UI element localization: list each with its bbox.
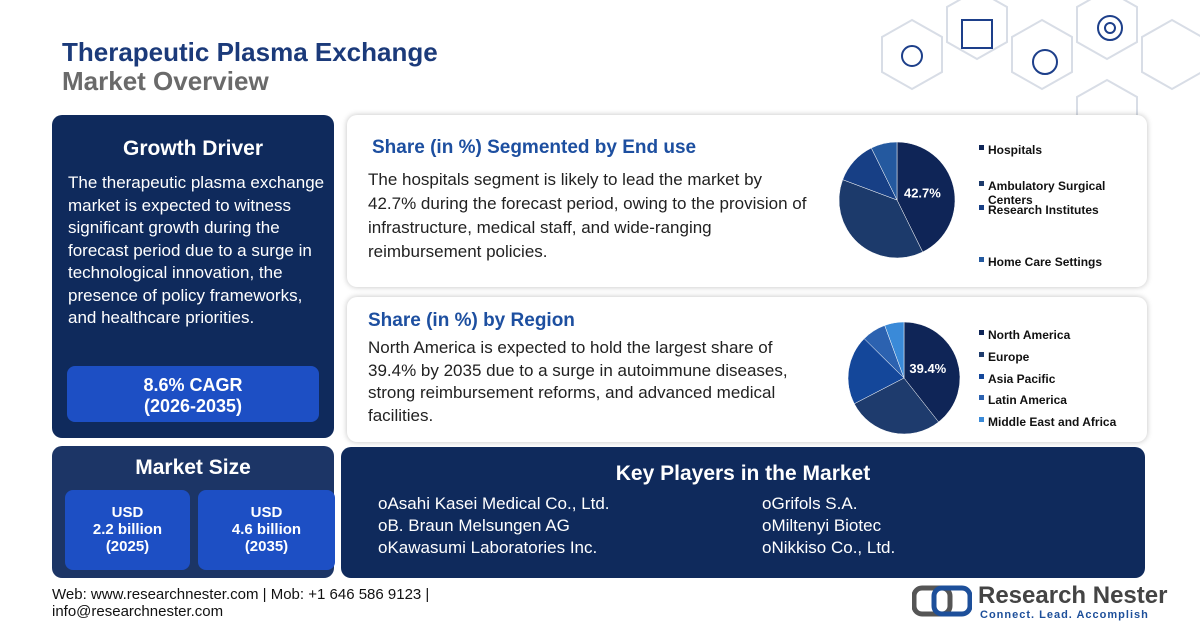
growth-driver-panel: Growth Driver The therapeutic plasma exc… (52, 115, 334, 438)
legend-label: Asia Pacific (988, 372, 1056, 386)
market-size-value: 2.2 billion (92, 521, 163, 538)
legend-item: North America (979, 328, 1128, 342)
legend-label: Hospitals (988, 143, 1043, 157)
card-text: North America is expected to hold the la… (368, 338, 788, 425)
legend-swatch (979, 181, 984, 186)
legend-label: Research Institutes (988, 203, 1099, 217)
panel-title: Growth Driver (122, 137, 264, 160)
panel-title: Market Size (135, 456, 251, 479)
card-title: Share (in %) Segmented by End use (372, 137, 697, 158)
bullet: o (378, 494, 388, 513)
phone: Mob: +1 646 586 9123 (270, 586, 422, 603)
subtitle: Market Overview (62, 66, 269, 96)
region-card: Share (in %) by Region North America is … (347, 297, 1147, 442)
legend-swatch (979, 205, 984, 210)
market-size-currency: USD (111, 504, 144, 521)
email: info@researchnester.com (52, 603, 224, 620)
player-name: Grifols S.A. (771, 494, 858, 513)
player: oNikkiso Co., Ltd. (762, 538, 895, 558)
player-name: Asahi Kasei Medical Co., Ltd. (387, 494, 610, 513)
player: oGrifols S.A. (762, 494, 857, 514)
player-name: Miltenyi Biotec (771, 516, 882, 535)
market-size-value: 4.6 billion (231, 521, 302, 538)
logo-icon (912, 585, 972, 617)
legend-swatch (979, 395, 984, 400)
legend-item: Asia Pacific (979, 372, 1128, 386)
legend-item: Europe (979, 350, 1128, 364)
bullet: o (378, 538, 388, 557)
cagr: 8.6% CAGR (143, 375, 243, 395)
bullet: o (378, 516, 388, 535)
legend-item: Hospitals (979, 143, 1128, 157)
bullet: o (762, 516, 772, 535)
bullet: o (762, 538, 772, 557)
player-name: B. Braun Melsungen AG (387, 516, 570, 535)
market-size-year: (2035) (244, 538, 289, 555)
legend-label: Home Care Settings (988, 255, 1103, 269)
legend-label: Ambulatory Surgical Centers (988, 179, 1106, 207)
cagr-period: (2026-2035) (143, 396, 243, 416)
player-name: Kawasumi Laboratories Inc. (387, 538, 598, 557)
market-size-box: USD 2.2 billion (2025) (65, 490, 190, 570)
market-size-year: (2025) (105, 538, 150, 555)
market-size-panel: Market Size USD 2.2 billion (2025) USD 4.6 b… (52, 446, 335, 578)
legend-item: Home Care Settings (979, 255, 1128, 269)
panel-text: The therapeutic plasma exchange market i… (68, 173, 325, 327)
legend-item: Middle East and Africa (979, 415, 1128, 429)
legend-swatch (979, 417, 984, 422)
player: oAsahi Kasei Medical Co., Ltd. (378, 494, 610, 514)
market-size-currency: USD (250, 504, 283, 521)
legend-swatch (979, 352, 984, 357)
logo-name: Research Nester (978, 582, 1168, 609)
card-title: Share (in %) by Region (368, 310, 575, 331)
title: Therapeutic Plasma Exchange (62, 37, 438, 67)
legend-swatch (979, 145, 984, 150)
logo-tagline: Connect. Lead. Accomplish (980, 609, 1149, 621)
legend-label: Europe (988, 350, 1030, 364)
key-players-panel: Key Players in the Market oAsahi Kasei M… (341, 447, 1145, 578)
legend-swatch (979, 330, 984, 335)
market-size-box: USD 4.6 billion (2035) (198, 490, 335, 570)
player: oB. Braun Melsungen AG (378, 516, 570, 536)
panel-title: Key Players in the Market (615, 462, 871, 485)
end-use-card: Share (in %) Segmented by End use The ho… (347, 115, 1147, 287)
player: oMiltenyi Biotec (762, 516, 881, 536)
bullet: o (762, 494, 772, 513)
legend-label: Middle East and Africa (988, 415, 1117, 429)
web: Web: www.researchnester.com (52, 586, 259, 603)
legend-label: North America (988, 328, 1071, 342)
player: oKawasumi Laboratories Inc. (378, 538, 597, 558)
footer-contact: Web: www.researchnester.com | Mob: +1 64… (52, 586, 430, 620)
legend-swatch (979, 257, 984, 262)
legend-item: Ambulatory Surgical Centers (979, 179, 1128, 207)
card-text: The hospitals segment is likely to lead … (368, 170, 807, 261)
legend-item: Research Institutes (979, 203, 1128, 217)
cagr-box: 8.6% CAGR (2026-2035) (67, 366, 319, 422)
legend-swatch (979, 374, 984, 379)
legend-item: Latin America (979, 393, 1128, 407)
legend-label: Latin America (988, 393, 1067, 407)
player-name: Nikkiso Co., Ltd. (771, 538, 896, 557)
